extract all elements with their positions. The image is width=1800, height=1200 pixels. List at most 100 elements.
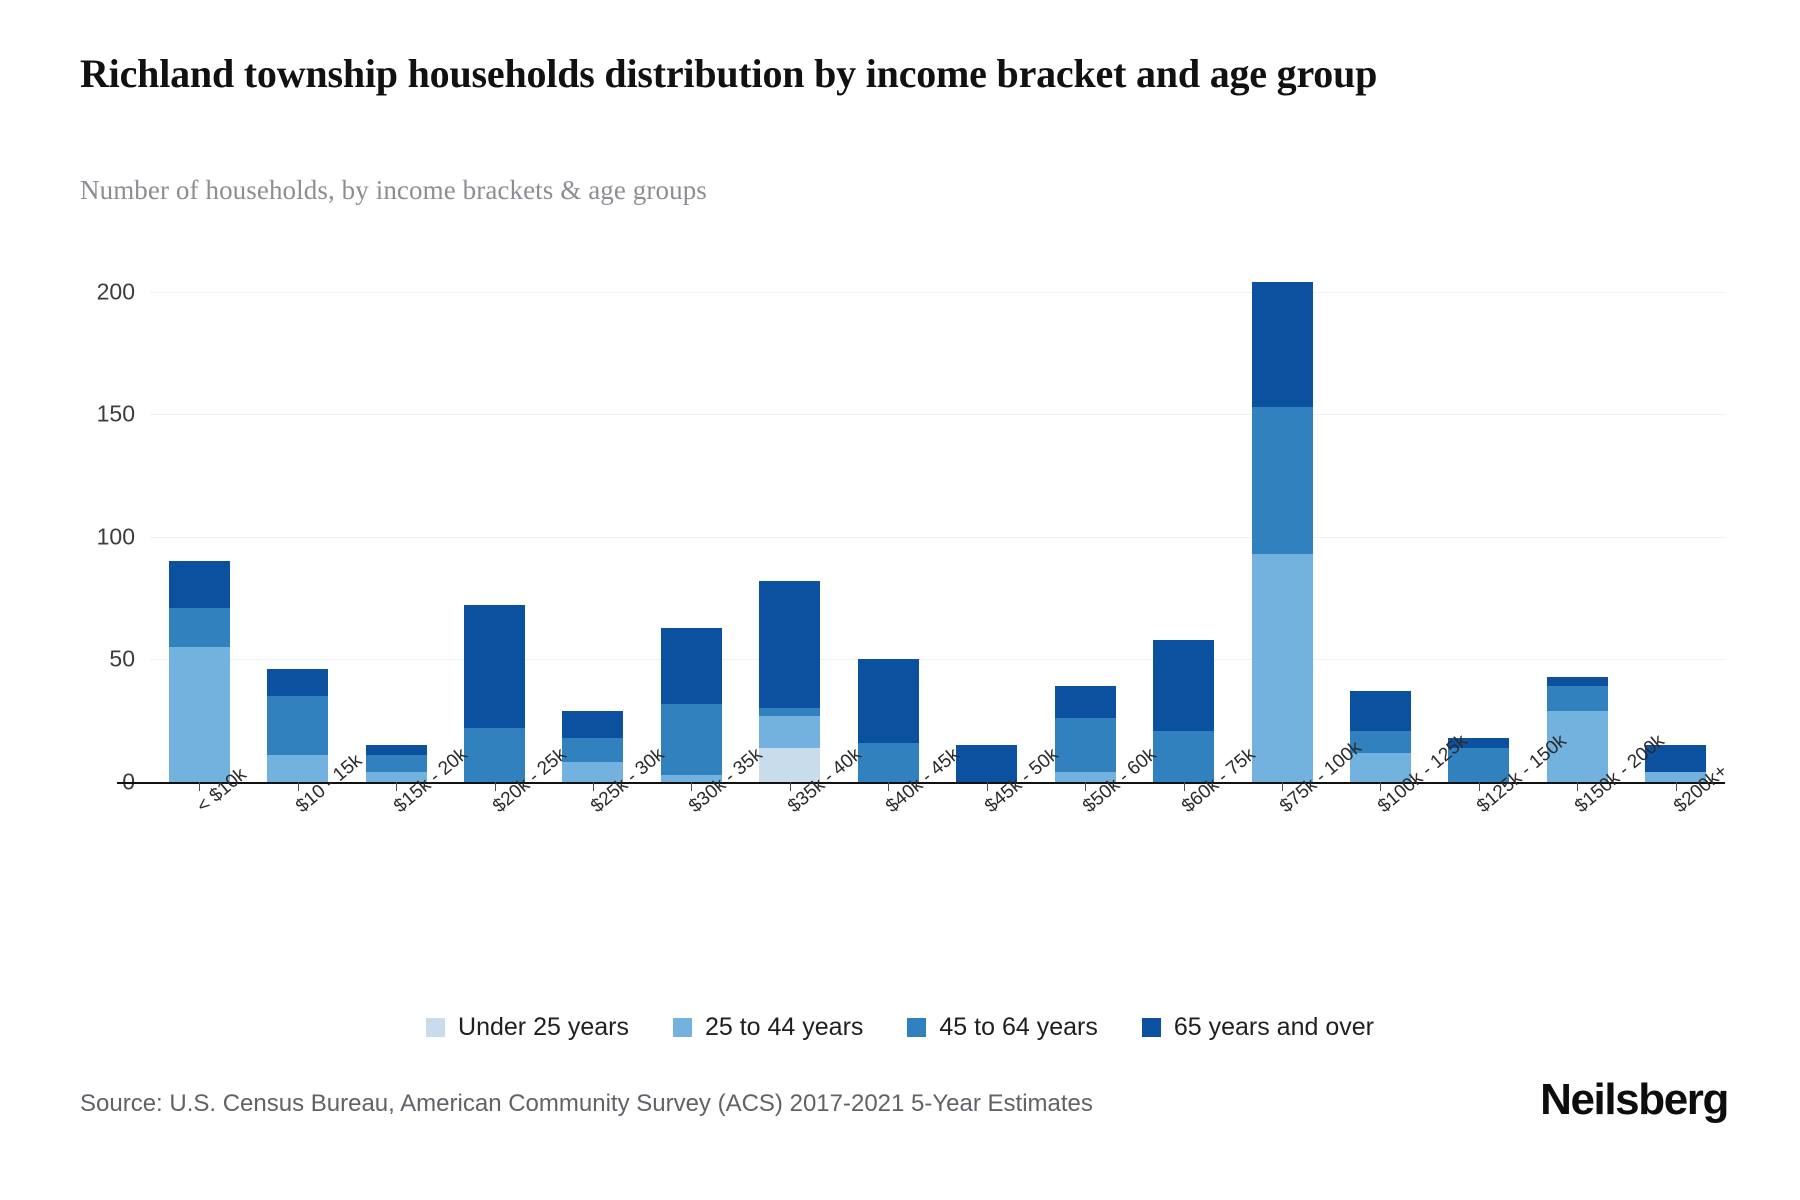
gridline [150,414,1725,416]
bar-segment[interactable] [660,703,722,775]
bar-segment[interactable] [1448,747,1510,782]
bar-segment[interactable] [562,710,624,738]
bar-stack [365,745,427,782]
bar-segment[interactable] [365,755,427,773]
bar-segment[interactable] [1546,710,1608,782]
bar-column[interactable] [464,267,526,782]
x-axis-tick [396,782,398,791]
y-axis-tick-label: 0 [15,769,135,796]
bar-segment[interactable] [1153,639,1215,731]
bar-column[interactable] [1153,267,1215,782]
bar-stack [464,605,526,782]
bar-segment[interactable] [956,745,1018,782]
bar-segment[interactable] [1054,772,1116,782]
bar-column[interactable] [1645,267,1707,782]
bar-stack [956,745,1018,782]
bar-stack [660,627,722,782]
bar-segment[interactable] [857,659,919,743]
bar-segment[interactable] [1054,686,1116,719]
bar-segment[interactable] [267,755,329,782]
bar-segment[interactable] [562,737,624,763]
bar-segment[interactable] [365,745,427,756]
bar-column[interactable] [1448,267,1510,782]
legend-swatch-icon [426,1018,446,1037]
y-axis-tick-label: 150 [96,400,135,427]
bar-segment[interactable] [660,774,722,782]
bar-column[interactable] [759,267,821,782]
bar-column[interactable] [562,267,624,782]
legend-item[interactable]: 25 to 44 years [672,1013,863,1042]
x-axis-line [117,782,1725,784]
bar-column[interactable] [956,267,1018,782]
bar-segment[interactable] [759,708,821,716]
x-axis-tick [1282,782,1284,791]
bar-column[interactable] [1251,267,1313,782]
x-axis-tick [1577,782,1579,791]
legend-label: 65 years and over [1173,1013,1374,1041]
bar-column[interactable] [1054,267,1116,782]
x-axis-tick [1183,782,1185,791]
bar-segment[interactable] [1349,730,1411,753]
legend-label: 45 to 64 years [939,1013,1098,1041]
bar-segment[interactable] [759,747,821,782]
bar-segment[interactable] [464,605,526,729]
bar-segment[interactable] [1349,752,1411,782]
bar-segment[interactable] [759,715,821,748]
x-axis-tick [1380,782,1382,791]
bar-segment[interactable] [660,627,722,704]
bar-stack [857,659,919,782]
bar-segment[interactable] [267,669,329,697]
x-axis-tick [297,782,299,791]
x-axis-tick [494,782,496,791]
bar-segment[interactable] [1251,406,1313,554]
bar-segment[interactable] [464,728,526,782]
gridline [150,291,1725,293]
bar-stack [1054,686,1116,782]
bar-column[interactable] [660,267,722,782]
page-subtitle: Number of households, by income brackets… [80,175,707,205]
bar-segment[interactable] [1645,772,1707,782]
legend-label: Under 25 years [458,1013,629,1041]
bar-column[interactable] [1546,267,1608,782]
bar-segment[interactable] [365,772,427,782]
bar-segment[interactable] [1349,691,1411,731]
bar-column[interactable] [168,267,230,782]
bar-segment[interactable] [1251,281,1313,407]
bar-segment[interactable] [562,762,624,782]
chart-legend: Under 25 years 25 to 44 years 45 to 64 yea… [0,1013,1800,1042]
bar-segment[interactable] [168,607,230,648]
bar-stack [1546,676,1608,782]
bar-segment[interactable] [1054,718,1116,773]
bar-stack [1448,737,1510,782]
bar-stack [1349,691,1411,782]
bar-segment[interactable] [1153,730,1215,782]
bar-segment[interactable] [168,561,230,608]
bar-segment[interactable] [1546,686,1608,711]
bar-segment[interactable] [1251,553,1313,782]
bar-stack [168,561,230,782]
gridline [150,536,1725,538]
bar-column[interactable] [365,267,427,782]
legend-item[interactable]: 45 to 64 years [907,1013,1098,1042]
bar-segment[interactable] [1448,737,1510,748]
bar-segment[interactable] [1546,676,1608,687]
bar-column[interactable] [1349,267,1411,782]
bar-segment[interactable] [857,742,919,782]
legend-swatch-icon [1141,1018,1161,1037]
legend-swatch-icon [907,1018,927,1037]
y-axis-tick-label: 200 [96,278,135,305]
plot-area: 050100150200 < $10k$10 - 15k$15k - 20k$2… [97,267,1732,817]
bar-segment[interactable] [267,696,329,756]
legend-item[interactable]: 65 years and over [1141,1013,1374,1042]
bar-column[interactable] [267,267,329,782]
bar-segment[interactable] [759,580,821,709]
legend-item[interactable]: Under 25 years [426,1013,629,1042]
x-axis-tick [691,782,693,791]
bar-column[interactable] [857,267,919,782]
source-note: Source: U.S. Census Bureau, American Com… [80,1090,1093,1117]
bar-stack [759,580,821,782]
bar-segment[interactable] [168,647,230,782]
x-axis-tick [789,782,791,791]
bar-segment[interactable] [1645,745,1707,773]
